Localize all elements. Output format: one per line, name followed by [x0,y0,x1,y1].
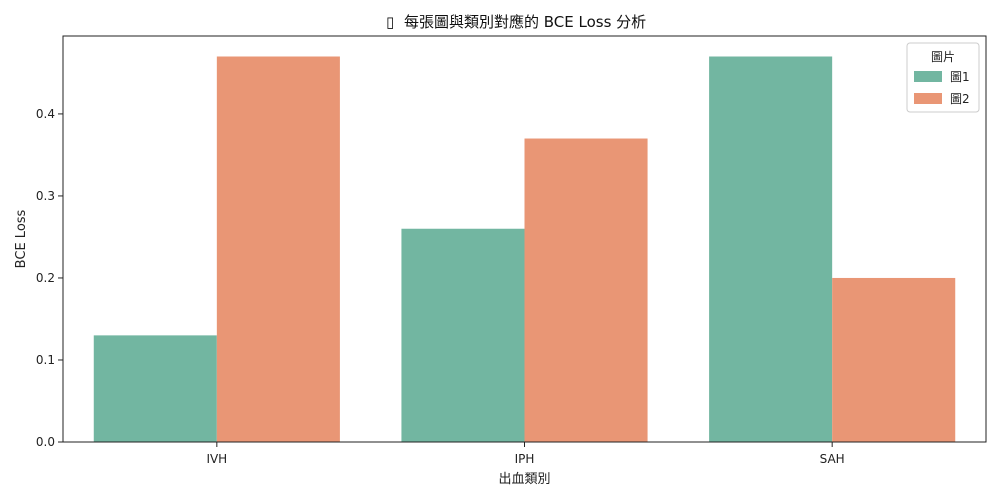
legend-title: 圖片 [931,50,955,64]
y-ticks: 0.0 0.1 0.2 0.3 0.4 [36,107,63,449]
title-icon: ▯ [386,13,394,31]
bars-group [93,56,956,442]
y-tick-label: 0.4 [36,107,55,121]
x-ticks: IVH IPH SAH [206,442,845,466]
chart-title-text: 每張圖與類別對應的 BCE Loss 分析 [404,13,646,31]
chart-title: ▯ 每張圖與類別對應的 BCE Loss 分析 [386,13,646,31]
legend-label-series-1: 圖1 [950,70,970,84]
bar-sah-series-1 [709,56,833,442]
y-tick-label: 0.2 [36,271,55,285]
y-tick-label: 0.1 [36,353,55,367]
bar-ivh-series-2 [216,56,340,442]
y-axis-label: BCE Loss [14,209,29,268]
legend: 圖片 圖1 圖2 [906,42,980,113]
legend-swatch-series-2 [914,93,942,104]
x-axis-label: 出血類別 [498,472,550,487]
y-tick-label: 0.3 [36,189,55,203]
x-tick-label: SAH [820,452,845,466]
bar-ivh-series-1 [93,335,217,442]
y-tick-label: 0.0 [36,435,55,449]
bar-iph-series-2 [524,138,648,442]
x-tick-label: IVH [206,452,227,466]
bar-iph-series-1 [401,228,525,442]
legend-swatch-series-1 [914,71,942,82]
bar-sah-series-2 [832,277,956,442]
x-tick-label: IPH [515,452,535,466]
legend-label-series-2: 圖2 [950,92,970,106]
